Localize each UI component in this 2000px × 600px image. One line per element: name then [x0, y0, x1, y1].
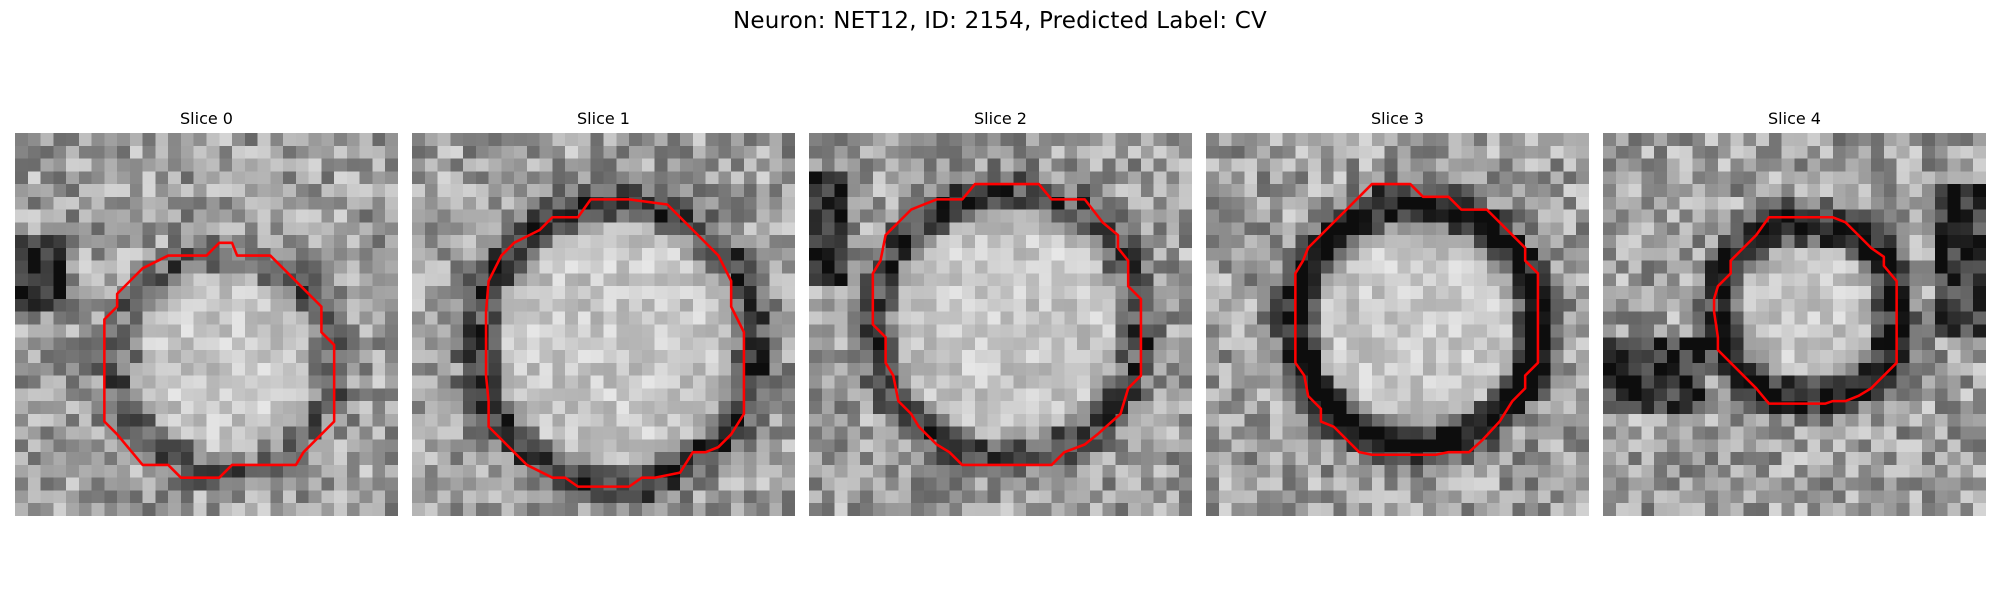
figure-title: Neuron: NET12, ID: 2154, Predicted Label… — [733, 8, 1267, 34]
slice-panel-3: Slice 3 — [1206, 108, 1589, 516]
slice-contour-0 — [103, 241, 336, 479]
slice-image-4 — [1603, 133, 1986, 516]
slice-pixels-3 — [1206, 133, 1589, 516]
slice-title-2: Slice 2 — [974, 109, 1027, 128]
slice-title-4: Slice 4 — [1768, 109, 1821, 128]
slice-panel-2: Slice 2 — [809, 108, 1192, 516]
slice-contour-1 — [484, 198, 746, 488]
slice-pixels-0 — [15, 133, 398, 516]
slice-title-1: Slice 1 — [577, 109, 630, 128]
slice-pixels-4 — [1603, 133, 1986, 516]
slice-image-3 — [1206, 133, 1589, 516]
slice-image-1 — [412, 133, 795, 516]
slice-pixels-2 — [809, 133, 1192, 516]
slice-pixels-1 — [412, 133, 795, 516]
slice-panel-1: Slice 1 — [412, 108, 795, 516]
slice-contour-2 — [871, 182, 1143, 467]
slice-title-3: Slice 3 — [1371, 109, 1424, 128]
slice-image-0 — [15, 133, 398, 516]
slice-contour-4 — [1712, 215, 1898, 405]
slice-title-0: Slice 0 — [180, 109, 233, 128]
slice-contour-3 — [1294, 182, 1540, 456]
slice-image-2 — [809, 133, 1192, 516]
slice-panel-0: Slice 0 — [15, 108, 398, 516]
slice-panel-4: Slice 4 — [1603, 108, 1986, 516]
